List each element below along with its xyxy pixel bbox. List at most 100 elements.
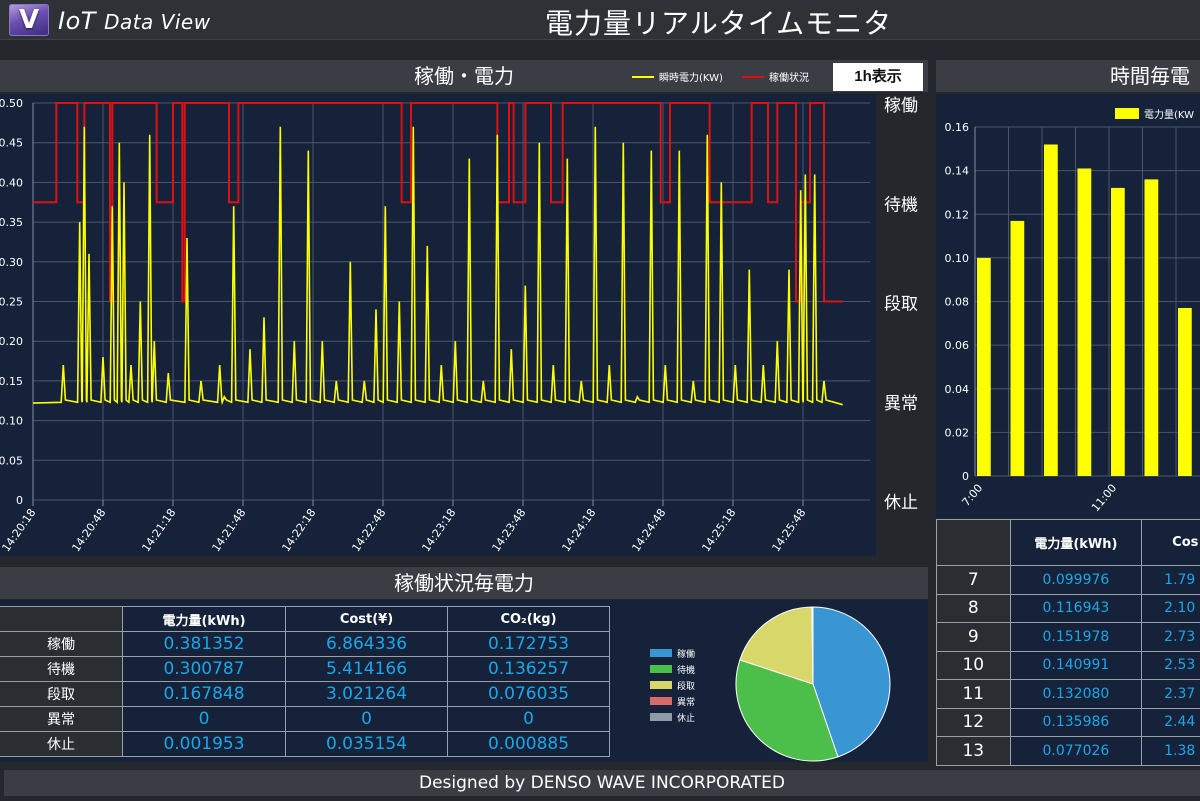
hourly-y-tick: 0.02 [945, 426, 970, 439]
y-tick-label: 0.45 [0, 137, 23, 150]
hourly-bar[interactable] [977, 257, 991, 476]
hourly-bar[interactable] [1044, 144, 1058, 476]
main-chart-svg: 0.50 0.45 0.40 0.35 0.30 0.25 0.20 0.15 0.10 0.05… [0, 97, 870, 554]
hourly-hour-cell: 12 [936, 707, 1011, 737]
status-table-row: 待機 0.300787 5.414166 0.136257 [0, 656, 610, 682]
hourly-x-tick: 7:00 [959, 482, 985, 509]
pie-slice[interactable] [739, 606, 814, 685]
y-tick-label: 0.05 [0, 454, 23, 467]
power-series-line [32, 126, 843, 406]
status-kwh-cell: 0.381352 [122, 631, 286, 657]
y-tick-label: 0 [16, 494, 23, 507]
hourly-hour-cell: 8 [936, 593, 1011, 623]
status-table-row: 稼働 0.381352 6.864336 0.172753 [0, 631, 610, 657]
hourly-table-row: 13 0.077026 1.38 [936, 736, 1200, 766]
status-co2-cell: 0.172753 [447, 631, 610, 657]
hourly-cost-cell: 1.38 [1141, 736, 1200, 766]
hourly-bar[interactable] [1077, 168, 1092, 476]
legend-power[interactable]: 瞬時電力(KW) [632, 69, 723, 84]
hourly-cost-cell: 2.10 [1141, 593, 1200, 623]
pie-chart-svg [735, 606, 891, 762]
legend-status[interactable]: 稼働状況 [742, 69, 809, 84]
status-table-header: 電力量(kWh) Cost(¥) CO₂(kg) [0, 606, 610, 632]
hourly-panel-title: 時間毎電 [936, 60, 1200, 92]
x-tick-label: 14:23:18 [419, 506, 458, 554]
hourly-y-tick: 0.04 [945, 383, 970, 396]
pie-legend-swatch [650, 697, 672, 705]
hourly-kwh-cell: 0.151978 [1009, 622, 1143, 652]
pie-legend-label: 稼働 [677, 649, 696, 660]
status-panel-title: 稼働状況毎電力 [0, 567, 928, 599]
legend-power-label: 瞬時電力(KW) [659, 73, 723, 84]
hourly-panel-title-text: 時間毎電 [1110, 64, 1190, 88]
y-tick-label: 0.35 [0, 216, 23, 229]
pie-legend-item[interactable]: 段取 [650, 677, 695, 693]
pie-legend-swatch [650, 713, 672, 721]
pie-legend-swatch [650, 681, 672, 689]
pie-legend-item[interactable]: 稼働 [650, 645, 695, 661]
status-row-label: 異常 [0, 706, 123, 732]
status-axis-label: 異常 [884, 394, 918, 414]
status-co2-cell: 0.136257 [447, 656, 610, 682]
hourly-table-row: 7 0.099976 1.79 [936, 565, 1200, 595]
status-kwh-cell: 0.300787 [122, 656, 286, 682]
pie-legend-item[interactable]: 待機 [650, 661, 695, 677]
hourly-hour-cell: 10 [936, 650, 1011, 680]
status-cost-cell: 0.035154 [285, 731, 448, 757]
hourly-bar[interactable] [1178, 307, 1192, 476]
pie-legend-label: 異常 [677, 697, 696, 708]
x-tick-label: 14:22:48 [349, 506, 388, 554]
status-co2-cell: 0.076035 [447, 681, 610, 707]
hourly-bar[interactable] [1010, 220, 1025, 476]
hourly-table: 電力量(kWh) Cos 7 0.099976 1.79 8 0.116943 2.10 9… [936, 519, 1200, 766]
y-tick-label: 0.40 [0, 176, 23, 189]
hourly-cost-cell: 2.53 [1141, 650, 1200, 680]
status-table: 電力量(kWh) Cost(¥) CO₂(kg) 稼働 0.381352 6.864… [0, 606, 610, 757]
app-header: V IoT Data View 電力量リアルタイムモニタ [0, 0, 1200, 40]
pie-slice[interactable] [812, 606, 891, 758]
status-series-line [33, 102, 843, 303]
pie-legend-item[interactable]: 異常 [650, 693, 695, 709]
pie-legend-item[interactable]: 休止 [650, 709, 695, 725]
hourly-cost-cell: 2.37 [1141, 679, 1200, 709]
status-row-label: 稼働 [0, 631, 123, 657]
hourly-cost-cell: 2.73 [1141, 622, 1200, 652]
x-tick-label: 14:23:48 [489, 506, 528, 554]
hourly-kwh-cell: 0.077026 [1009, 736, 1143, 766]
status-axis-label: 段取 [884, 295, 918, 315]
x-tick-label: 14:24:48 [629, 506, 668, 554]
status-cost-cell: 0 [285, 706, 448, 732]
status-axis-label: 待機 [884, 195, 918, 215]
hourly-hour-cell: 9 [936, 622, 1011, 652]
y-tick-label: 0.25 [0, 296, 23, 309]
legend-status-label: 稼働状況 [769, 73, 809, 84]
range-1h-button[interactable]: 1h表示 [833, 63, 923, 91]
hourly-y-tick: 0.06 [945, 339, 970, 352]
hourly-bar[interactable] [1144, 179, 1159, 476]
hourly-hour-cell: 11 [936, 679, 1011, 709]
hourly-chart-svg: 電力量(KW 0.16 0.14 0.12 0.10 0.08 0.06 0.04 0.02 07… [945, 108, 1200, 514]
pie-legend-label: 休止 [677, 713, 696, 724]
hourly-kwh-cell: 0.140991 [1009, 650, 1143, 680]
pie-slice[interactable] [735, 659, 839, 762]
pie-legend-swatch [650, 665, 672, 673]
hourly-y-tick: 0.14 [945, 165, 970, 178]
status-axis-label: 休止 [884, 493, 918, 513]
hourly-table-row: 8 0.116943 2.10 [936, 593, 1200, 623]
hourly-table-row: 11 0.132080 2.37 [936, 679, 1200, 709]
footer: Designed by DENSO WAVE INCORPORATED [4, 770, 1200, 796]
hourly-bar[interactable] [1111, 187, 1125, 476]
legend-status-swatch [742, 75, 764, 78]
y-tick-label: 0.15 [0, 375, 23, 388]
status-axis-label: 稼働 [884, 96, 918, 116]
hourly-y-tick: 0 [962, 470, 969, 483]
hourly-col-header-cost: Cos [1141, 519, 1200, 566]
hourly-legend-swatch [1115, 108, 1139, 119]
pie-slice[interactable] [811, 606, 814, 685]
hourly-col-header-kwh: 電力量(kWh) [1009, 519, 1143, 566]
hourly-y-tick: 0.16 [945, 121, 970, 134]
hourly-table-row: 9 0.151978 2.73 [936, 622, 1200, 652]
x-tick-label: 14:25:48 [769, 506, 808, 554]
